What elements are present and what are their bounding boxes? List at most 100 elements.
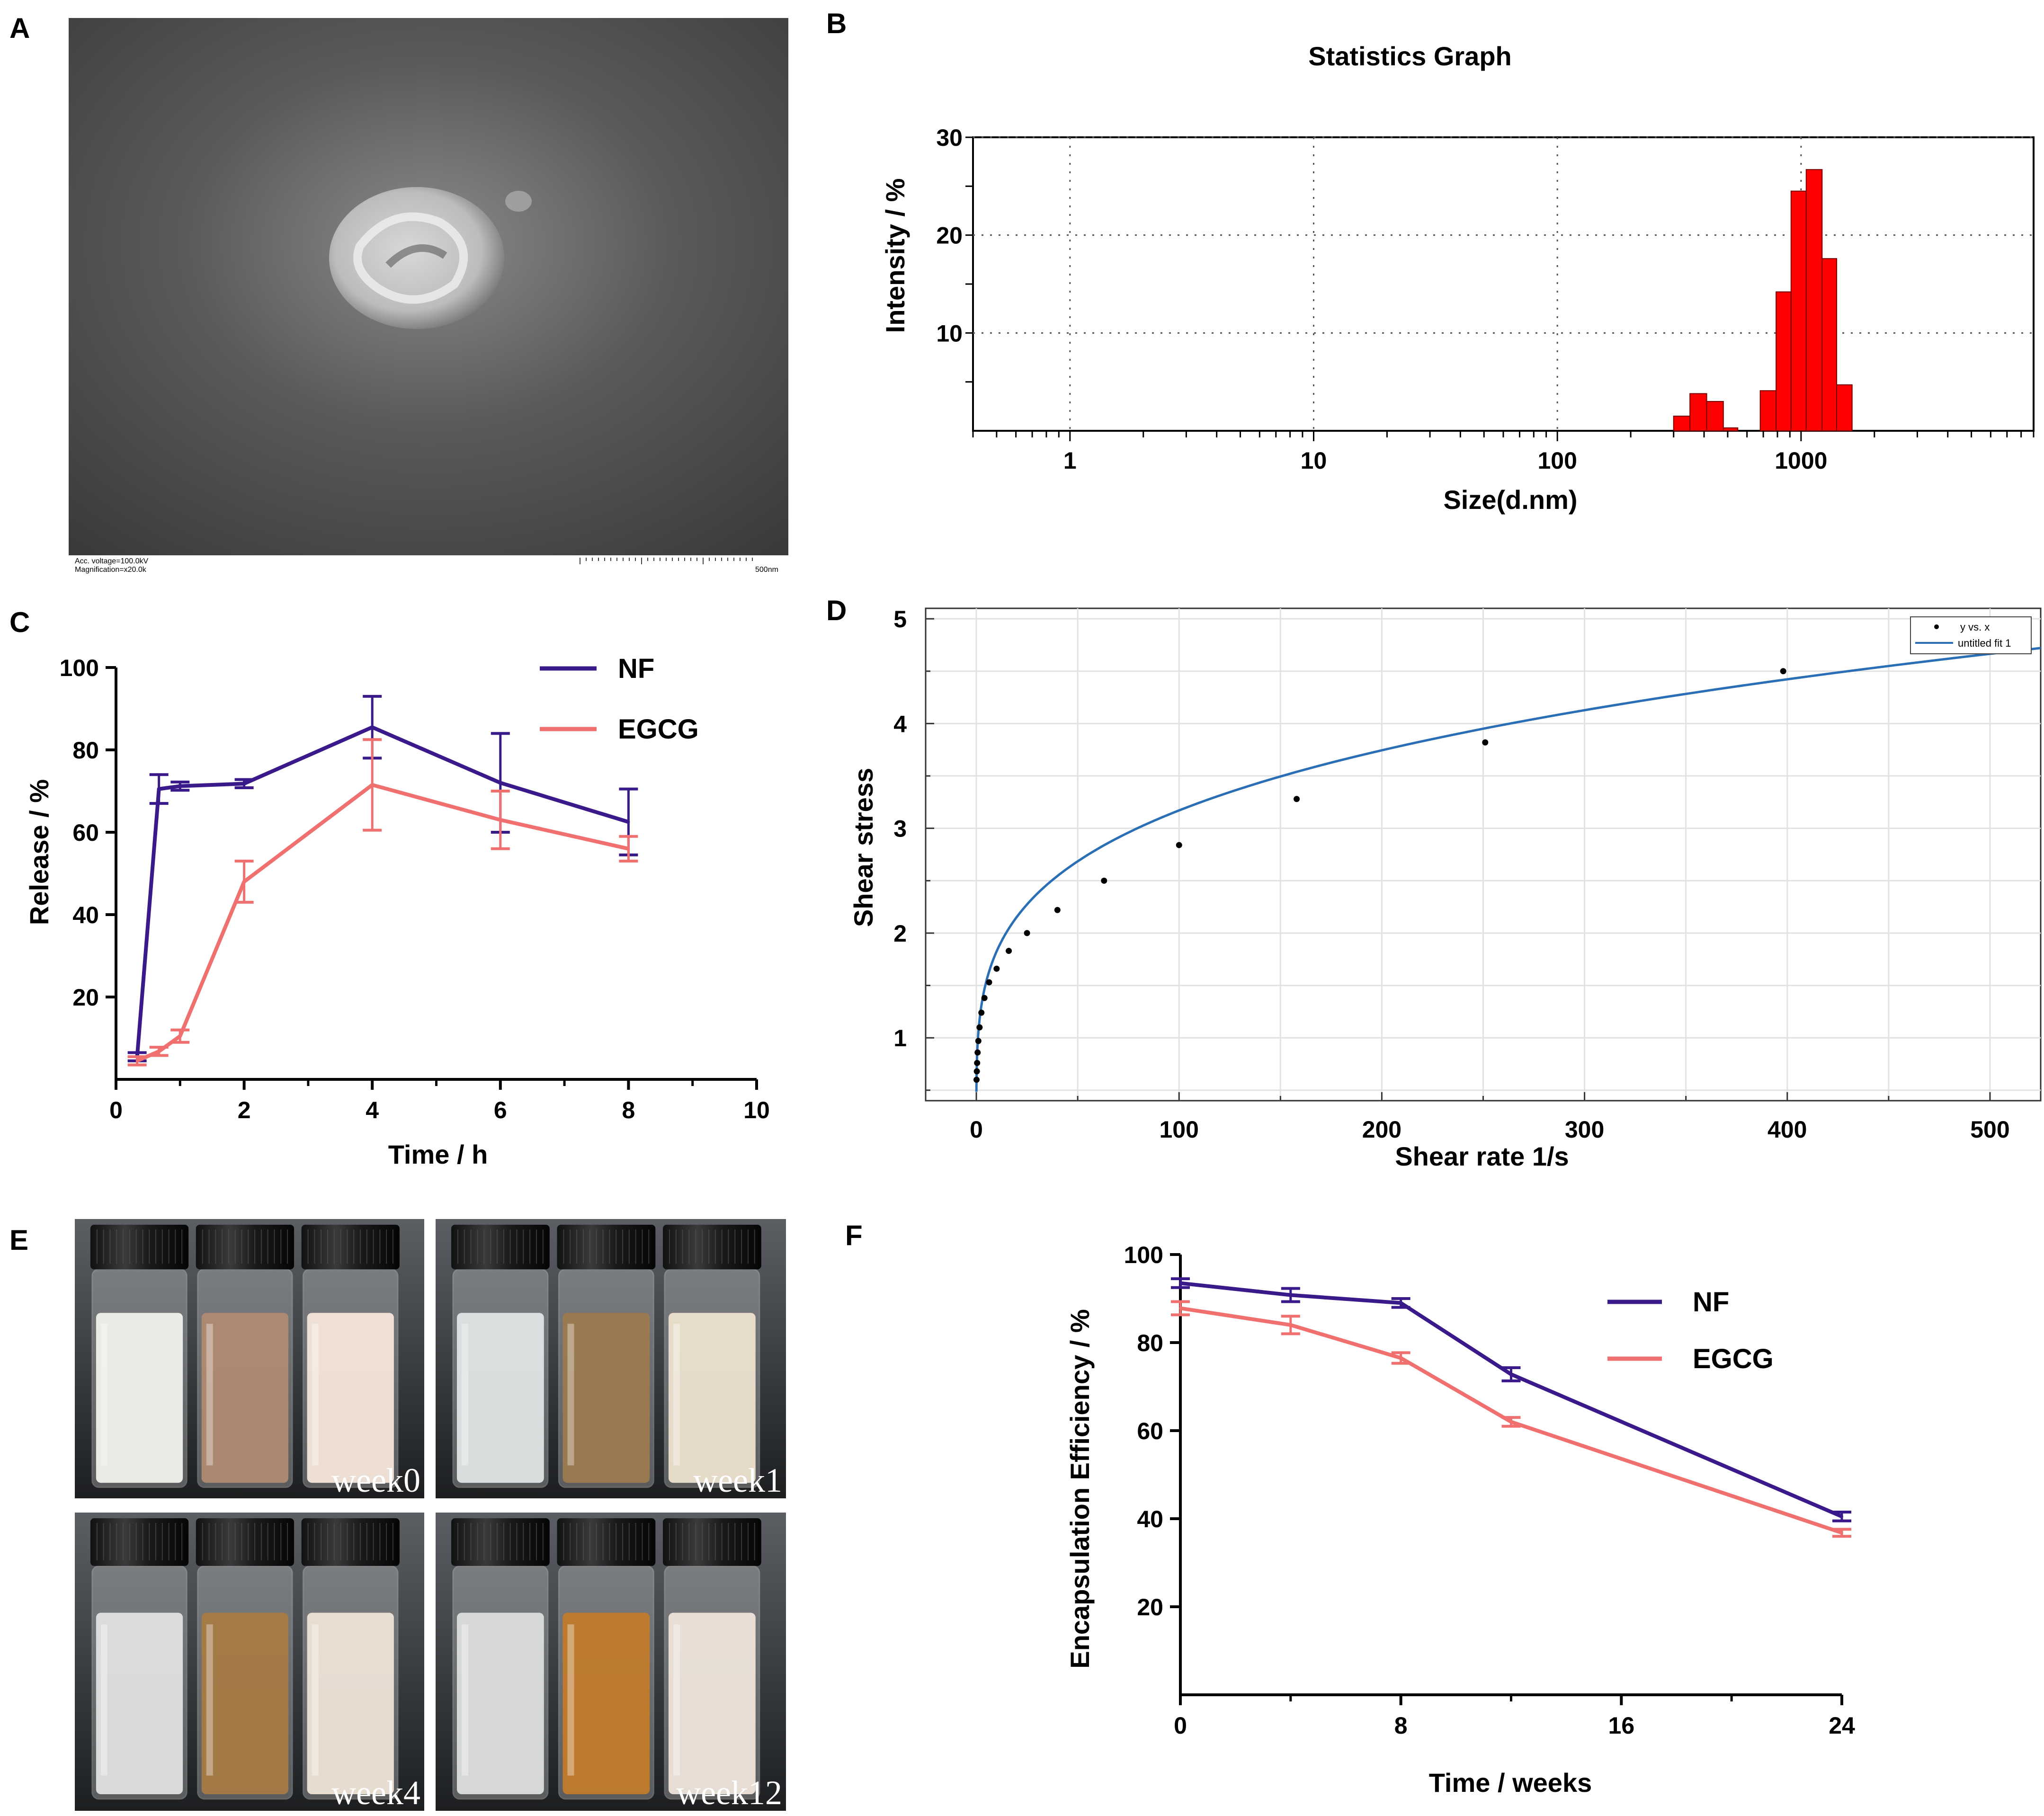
chart-d-ytick-label: 4 xyxy=(893,711,907,737)
chart-b-bar xyxy=(1776,291,1792,431)
chart-c-xtick-label: 6 xyxy=(494,1097,507,1123)
chart-f-xtick-label: 16 xyxy=(1608,1712,1635,1739)
chart-c-yticks: 20 40 60 80 100 xyxy=(60,655,116,1011)
chart-d-ytick-label: 2 xyxy=(893,920,907,947)
chart-d-grid xyxy=(926,608,2041,1101)
chart-d-point xyxy=(976,1024,983,1031)
vial xyxy=(301,1518,400,1800)
vials-photo-grid: week0 week1 week4 week12 xyxy=(75,1219,786,1812)
chart-b-frame xyxy=(972,136,2035,432)
photo-week-label: week0 xyxy=(331,1461,420,1499)
chart-c-point xyxy=(499,781,502,784)
photo-week-label: week1 xyxy=(693,1461,782,1499)
chart-b-bar xyxy=(1673,416,1691,431)
chart-f-point xyxy=(1509,1372,1513,1376)
vial-cap xyxy=(557,1225,656,1270)
chart-c-line-nf xyxy=(135,725,629,1057)
vials-photo-week4: week4 xyxy=(75,1513,424,1812)
chart-c-ytick-label: 40 xyxy=(72,902,99,928)
chart-b-bar xyxy=(1790,190,1807,431)
chart-d-point xyxy=(993,965,1000,972)
chart-d-ytick-label: 5 xyxy=(893,606,907,632)
chart-f-xtick-label: 8 xyxy=(1394,1712,1408,1739)
chart-d-point xyxy=(974,1059,981,1066)
vial xyxy=(662,1518,761,1800)
vial-liquid xyxy=(562,1612,650,1794)
chart-c-xticks: 0 2 4 6 8 10 xyxy=(109,1079,770,1123)
chart-f-point xyxy=(1289,1323,1292,1326)
chart-c-xlabel: Time / h xyxy=(388,1139,488,1169)
chart-f-point xyxy=(1399,1301,1402,1305)
vial xyxy=(557,1518,656,1800)
vial xyxy=(90,1518,189,1800)
vial xyxy=(662,1225,761,1488)
chart-d-xlabel: Shear rate 1/s xyxy=(1395,1141,1569,1171)
vial-cap xyxy=(301,1518,400,1566)
vial-liquid xyxy=(307,1612,394,1794)
chart-d-legend: y vs. x untitled fit 1 xyxy=(1910,616,2032,654)
chart-d-xticks: 0 100 200 300 400 500 xyxy=(970,1092,2010,1143)
chart-f-point xyxy=(1840,1515,1843,1518)
chart-c-ytick-label: 20 xyxy=(72,984,99,1011)
chart-d-xtick-label: 400 xyxy=(1767,1116,1807,1143)
vial-highlight xyxy=(312,1624,319,1776)
vial-liquid xyxy=(307,1313,394,1483)
vial xyxy=(451,1225,550,1488)
chart-c-point xyxy=(371,783,374,786)
vial-highlight xyxy=(673,1324,680,1466)
chart-f-point xyxy=(1179,1282,1182,1285)
chart-b-xticks: 1 10 100 1000 xyxy=(972,431,2035,474)
chart-d-point xyxy=(1101,877,1107,884)
chart-b-xtick-label: 10 xyxy=(1301,447,1327,474)
vial-cap xyxy=(196,1518,295,1566)
chart-f-xlabel: Time / weeks xyxy=(1429,1768,1592,1798)
chart-c-point xyxy=(371,726,374,729)
vial-liquid xyxy=(201,1313,289,1483)
chart-f-xtick-label: 0 xyxy=(1174,1712,1187,1739)
chart-b-ytick-label: 10 xyxy=(936,320,963,347)
chart-c-xtick-label: 0 xyxy=(109,1097,123,1123)
vial-liquid xyxy=(562,1313,650,1483)
chart-b-ytick-label: 20 xyxy=(936,223,963,249)
vial-highlight xyxy=(206,1624,213,1776)
vial-liquid xyxy=(668,1612,756,1794)
chart-d-points xyxy=(973,668,1786,1083)
vial-highlight xyxy=(673,1624,680,1776)
chart-d-point xyxy=(973,1077,980,1083)
chart-c-series xyxy=(127,694,638,1067)
chart-c-series-nf xyxy=(127,694,638,1062)
vial-liquid xyxy=(457,1313,544,1483)
vial-cap xyxy=(662,1518,761,1566)
chart-f-ytick-label: 60 xyxy=(1137,1418,1163,1444)
vial xyxy=(196,1225,295,1488)
chart-f-legend-nf: NF xyxy=(1693,1287,1729,1317)
vial-cap xyxy=(451,1225,550,1270)
chart-c-ylabel: Release / % xyxy=(24,779,54,925)
tem-caption-magnification: Magnification=x20.0k xyxy=(75,566,147,574)
chart-b-bar xyxy=(1689,393,1707,432)
chart-d-point xyxy=(1780,668,1786,675)
chart-d-point xyxy=(981,995,988,1001)
chart-b-xtick-label: 1000 xyxy=(1775,447,1827,474)
chart-d-point xyxy=(1482,739,1489,746)
vial-cap xyxy=(90,1225,189,1270)
vial-cap xyxy=(557,1518,656,1566)
chart-d-point xyxy=(974,1049,981,1056)
chart-d-point xyxy=(1006,948,1012,954)
chart-f-series xyxy=(1171,1277,1851,1538)
vial xyxy=(557,1225,656,1488)
chart-c: 0 2 4 6 8 10 20 40 60 80 100 Time / h Release / %… xyxy=(24,653,770,1169)
chart-c-xtick-label: 10 xyxy=(743,1097,770,1123)
chart-f-series-nf xyxy=(1171,1277,1851,1522)
chart-f-xtick-label: 24 xyxy=(1829,1712,1855,1739)
vial-liquid xyxy=(96,1612,183,1794)
chart-f-ylabel: Encapsulation Efficiency / % xyxy=(1065,1309,1095,1668)
chart-f-ytick-label: 20 xyxy=(1137,1594,1163,1620)
chart-d: 0 100 200 300 400 500 1 2 3 4 5 Shear rate 1/s Sh… xyxy=(848,606,2042,1171)
chart-b-bar xyxy=(1821,258,1838,431)
chart-c-point xyxy=(242,782,246,785)
chart-d-legend-marker xyxy=(1934,624,1939,629)
chart-b-bar xyxy=(1706,401,1724,431)
chart-f-legend-egcg: EGCG xyxy=(1693,1344,1774,1374)
vial xyxy=(301,1225,400,1488)
